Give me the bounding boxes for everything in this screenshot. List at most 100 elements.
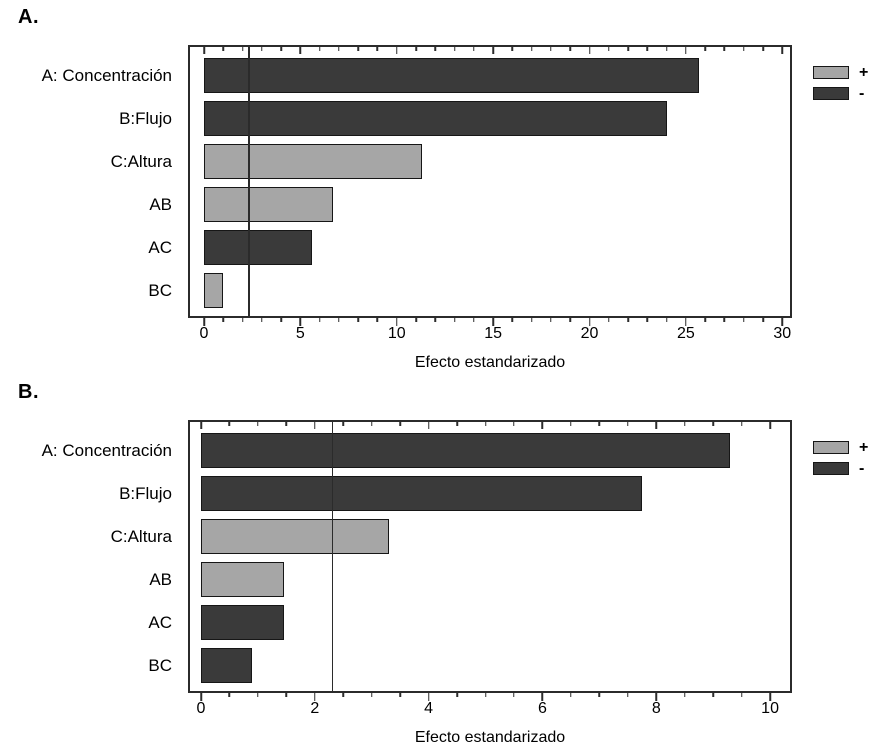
minor-tick: [627, 47, 629, 51]
major-tick: [396, 47, 398, 54]
legend-positive-label: +: [859, 64, 869, 81]
major-tick: [396, 316, 398, 326]
minor-tick: [740, 691, 743, 697]
reference-line: [248, 47, 250, 316]
category-label-c-altura: C:Altura: [110, 152, 172, 171]
minor-tick: [704, 316, 706, 322]
x-tick-label: 20: [580, 325, 599, 342]
bar-row: [201, 519, 790, 554]
bars-container: [201, 433, 790, 683]
reference-line: [331, 422, 334, 691]
bar-row: [201, 562, 790, 597]
minor-tick: [511, 316, 514, 322]
legend-item-positive: +: [813, 440, 868, 456]
major-tick: [200, 691, 202, 701]
bars-container: [204, 58, 790, 308]
minor-tick: [712, 691, 714, 697]
minor-tick: [222, 47, 225, 51]
minor-tick: [484, 422, 487, 426]
minor-tick: [456, 691, 458, 697]
minor-tick: [473, 47, 475, 51]
minor-tick: [434, 316, 437, 322]
minor-tick: [399, 691, 401, 697]
minor-tick: [511, 47, 514, 51]
major-tick: [541, 422, 544, 429]
legend-positive-swatch-icon: [813, 66, 849, 79]
minor-tick: [570, 422, 572, 426]
minor-tick: [598, 422, 601, 426]
x-axis-title: Efecto estandarizado: [414, 729, 566, 746]
minor-tick: [646, 47, 649, 51]
minor-tick: [742, 316, 745, 322]
bar-row: [201, 605, 790, 640]
major-tick: [203, 47, 205, 54]
minor-tick: [712, 422, 714, 426]
bar-ac: [204, 230, 312, 265]
minor-tick: [723, 47, 726, 51]
minor-tick: [627, 316, 629, 322]
minor-tick: [627, 422, 629, 426]
major-tick: [655, 422, 658, 429]
x-axis-title: Efecto estandarizado: [414, 354, 566, 371]
bar-ab: [201, 562, 284, 597]
minor-tick: [569, 316, 571, 322]
minor-tick: [683, 422, 686, 426]
x-tick-label: 4: [424, 700, 434, 717]
minor-tick: [228, 691, 231, 697]
major-tick: [299, 316, 302, 326]
minor-tick: [241, 316, 244, 322]
minor-tick: [704, 47, 706, 51]
legend-positive-swatch-icon: [813, 441, 849, 454]
x-tick-label: 0: [199, 325, 209, 342]
major-tick: [299, 47, 302, 54]
legend: + -: [813, 64, 869, 108]
minor-tick: [484, 691, 487, 697]
minor-tick: [453, 316, 456, 322]
minor-tick: [370, 422, 373, 426]
major-tick: [685, 47, 687, 54]
major-tick: [769, 422, 771, 429]
minor-tick: [550, 47, 552, 51]
bar-ac: [201, 605, 284, 640]
major-tick: [541, 691, 544, 701]
major-tick: [781, 316, 784, 326]
minor-tick: [370, 691, 373, 697]
major-tick: [492, 47, 494, 54]
minor-tick: [338, 47, 340, 51]
category-axis: A: Concentración B:Flujo C:Altura AB AC BC: [0, 58, 179, 308]
minor-tick: [550, 316, 552, 322]
minor-tick: [357, 47, 359, 51]
minor-tick: [530, 47, 533, 51]
category-label-a-concentracion: A: Concentración: [41, 66, 172, 85]
bar-bc: [204, 273, 224, 308]
category-label-b-flujo: B:Flujo: [119, 484, 172, 503]
minor-tick: [453, 47, 456, 51]
minor-tick: [473, 316, 475, 322]
minor-tick: [513, 422, 515, 426]
category-label-bc: BC: [148, 281, 172, 300]
minor-tick: [570, 691, 572, 697]
minor-tick: [665, 316, 668, 322]
minor-tick: [569, 47, 571, 51]
panel-label-a: A.: [18, 6, 39, 28]
category-label-a-concentracion: A: Concentración: [41, 441, 172, 460]
minor-tick: [228, 422, 231, 426]
x-tick-label: 10: [387, 325, 406, 342]
major-tick: [588, 316, 591, 326]
plot-scale: 0 2 4 6 8 10: [197, 422, 790, 717]
x-tick-label: 5: [295, 325, 305, 342]
minor-tick: [318, 47, 321, 51]
minor-tick: [399, 422, 401, 426]
minor-tick: [338, 316, 340, 322]
plot-area: 0 2 4 6 8 10: [188, 420, 792, 717]
minor-tick: [627, 691, 629, 697]
minor-tick: [285, 422, 288, 426]
minor-tick: [742, 47, 745, 51]
category-label-ab: AB: [149, 195, 172, 214]
minor-tick: [598, 691, 601, 697]
minor-tick: [646, 316, 649, 322]
major-tick: [588, 47, 591, 54]
bar-a-concentracion: [201, 433, 731, 468]
major-tick: [314, 422, 316, 429]
bar-b-flujo: [204, 101, 667, 136]
